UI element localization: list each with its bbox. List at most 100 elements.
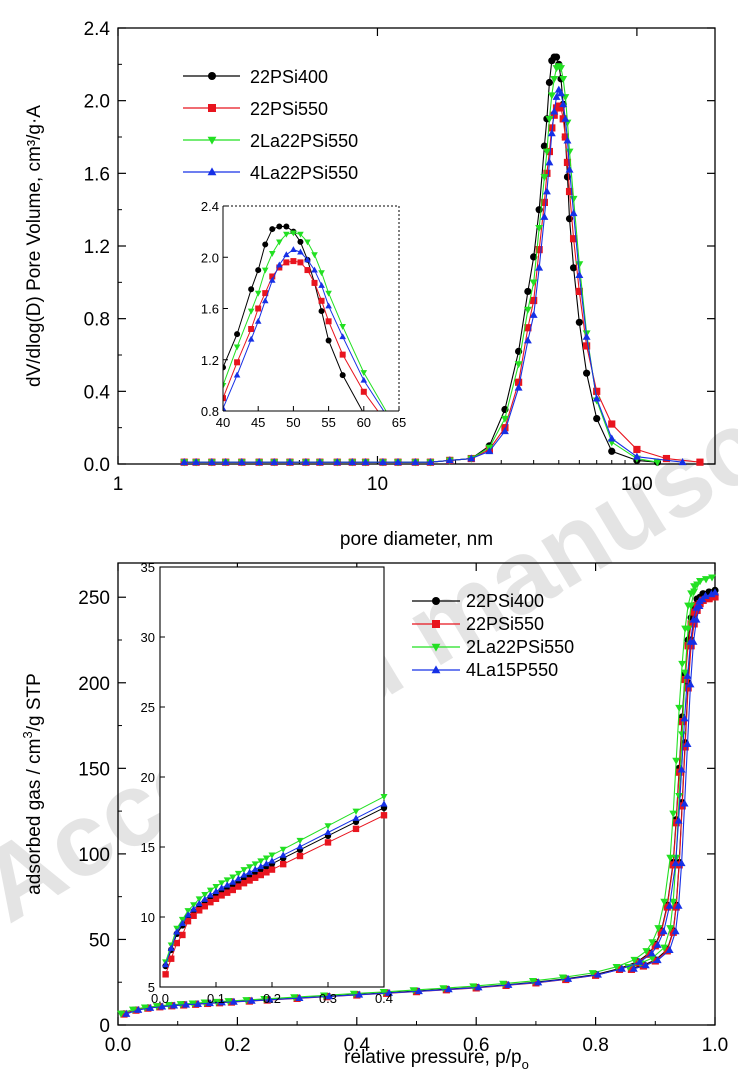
psd-data-point xyxy=(514,383,523,391)
iso-inset-data-point xyxy=(201,903,208,910)
iso-inset-data-point xyxy=(207,898,214,906)
iso-inset-data-point xyxy=(162,960,170,968)
psd-data-point xyxy=(662,454,671,463)
psd-data-point xyxy=(540,142,548,150)
iso-data-point xyxy=(687,602,696,610)
psd-data-point xyxy=(524,324,532,332)
iso-inset-data-point xyxy=(229,886,236,894)
psd-data-point xyxy=(500,427,509,435)
iso-legend-label: 4La15P550 xyxy=(466,660,558,680)
iso-data-point xyxy=(702,576,711,584)
iso-data-point xyxy=(669,810,678,818)
psd-inset-x-tick-label: 40 xyxy=(216,415,230,430)
psd-inset-x-tick-label: 55 xyxy=(321,415,335,430)
iso-inset-data-point xyxy=(324,828,332,836)
iso-data-point xyxy=(439,985,448,993)
iso-data-point xyxy=(686,680,695,688)
psd-data-point xyxy=(542,148,551,156)
iso-data-point xyxy=(594,970,602,978)
psd-data-point xyxy=(529,310,538,318)
iso-data-point xyxy=(675,704,684,712)
psd-inset-data-point xyxy=(283,223,290,230)
iso-data-point xyxy=(660,944,669,952)
psd-data-point xyxy=(530,253,538,261)
psd-inset-data-point xyxy=(255,267,262,274)
iso-data-point xyxy=(295,993,304,1001)
iso-data-point xyxy=(653,940,662,948)
iso-inset-data-point xyxy=(173,939,180,947)
psd-legend-marker xyxy=(207,136,217,145)
psd-legend-marker xyxy=(208,104,216,112)
iso-inset-data-point xyxy=(324,823,332,830)
psd-plot-frame xyxy=(117,27,716,465)
iso-legend-label: 22PSi400 xyxy=(466,591,544,611)
psd-data-point xyxy=(557,104,565,112)
iso-data-point xyxy=(194,999,202,1007)
iso-data-point xyxy=(680,799,689,807)
psd-data-point xyxy=(180,458,189,466)
iso-inset-data-point xyxy=(195,899,203,907)
psd-data-point xyxy=(285,458,294,466)
iso-data-point xyxy=(534,978,543,986)
iso-inset-data-point xyxy=(240,871,248,878)
iso-data-point xyxy=(229,997,238,1005)
iso-data-point xyxy=(678,660,687,668)
psd-x-tick-label: 10 xyxy=(367,474,388,495)
psd-legend-marker xyxy=(207,167,217,176)
iso-data-point xyxy=(128,1006,137,1014)
iso-data-point xyxy=(654,925,663,933)
psd-data-point xyxy=(608,447,616,455)
iso-inset-data-point xyxy=(224,889,231,896)
psd-inset-data-point xyxy=(276,261,283,268)
iso-inset-x-tick-label: 0.4 xyxy=(375,991,393,1006)
iso-inset-data-point xyxy=(251,865,259,872)
psd-inset-data-point xyxy=(297,259,304,266)
psd-data-point xyxy=(557,65,565,73)
psd-inset-data-point xyxy=(318,297,325,304)
psd-data-point xyxy=(361,458,370,466)
psd-inset-data-point xyxy=(304,239,311,246)
psd-data-point xyxy=(653,459,662,467)
iso-inset-data-point xyxy=(173,928,181,935)
iso-data-point xyxy=(588,970,597,978)
iso-inset-data-point xyxy=(179,931,186,939)
psd-data-point xyxy=(563,173,572,181)
psd-x-tick-label: 100 xyxy=(621,474,653,495)
iso-inset-data-point xyxy=(167,944,175,951)
iso-inset-y-tick-label: 25 xyxy=(141,700,155,715)
iso-data-point xyxy=(158,1002,167,1010)
iso-inset-x-tick-label: 0.3 xyxy=(319,991,337,1006)
psd-data-point xyxy=(192,458,201,466)
psd-inset-data-point xyxy=(276,239,283,246)
psd-data-point xyxy=(592,394,601,402)
psd-inset-data-point xyxy=(290,230,297,237)
psd-data-point xyxy=(569,235,578,243)
psd-inset-series-line xyxy=(223,249,385,411)
psd-inset-data-point xyxy=(325,318,332,325)
iso-inset-data-point xyxy=(352,808,360,815)
iso-inset: 5 10 15 20 25 30 35 0.0 0.1 0.2 0.3 0.4 xyxy=(141,560,394,1006)
psd-inset-data-point xyxy=(248,326,255,332)
iso-data-point xyxy=(612,963,621,971)
iso-inset-data-point xyxy=(380,800,388,807)
iso-inset-data-point xyxy=(162,971,169,978)
psd-inset-data-point xyxy=(223,404,227,411)
psd-data-point xyxy=(543,169,551,177)
iso-inset-data-point xyxy=(257,862,265,870)
psd-data-point xyxy=(552,53,561,61)
psd-legend: 22PSi400 22PSi550 2La22PSi550 4La22PSi550 xyxy=(183,67,358,183)
iso-inset-data-point xyxy=(184,911,192,918)
iso-inset-x-tick-label: 0.2 xyxy=(263,991,281,1006)
psd-inset-data-point xyxy=(234,359,241,366)
psd-inset-data-point xyxy=(223,395,226,402)
iso-legend-marker xyxy=(432,597,440,605)
iso-data-point xyxy=(325,992,334,1000)
psd-data-point xyxy=(632,452,641,460)
psd-data-point xyxy=(545,158,554,166)
psd-legend-label: 22PSi550 xyxy=(250,99,328,119)
iso-data-point xyxy=(122,1009,131,1017)
iso-inset-data-point xyxy=(252,874,259,881)
psd-inset-data-point xyxy=(268,276,276,283)
iso-data-point xyxy=(698,595,707,603)
iso-data-point xyxy=(265,995,274,1003)
